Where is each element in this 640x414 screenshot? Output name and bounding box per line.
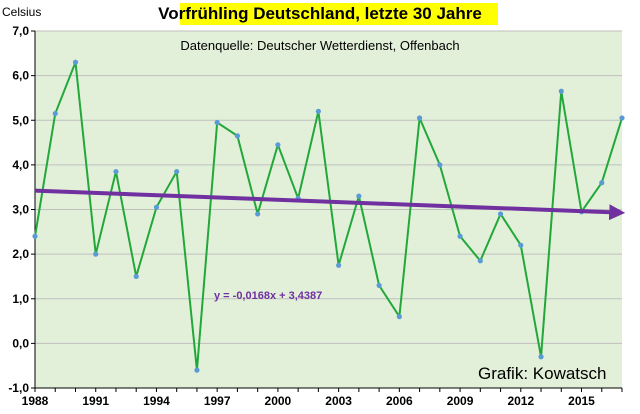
x-tick-label: 1994 xyxy=(143,394,170,408)
y-tick-label: 0,0 xyxy=(12,336,29,350)
data-point xyxy=(52,110,58,117)
data-point xyxy=(538,354,544,360)
labels-layer: -1,0 0,0 1,0 2,0 3,0 4,0 5,0 6,0 7,0 1988 1991 1994… xyxy=(8,24,595,408)
series-line xyxy=(34,61,623,372)
data-point xyxy=(194,367,200,373)
x-tick-label: 2015 xyxy=(568,394,595,408)
y-tick-label: 3,0 xyxy=(12,203,29,217)
data-point xyxy=(113,168,119,175)
x-tick-label: 2009 xyxy=(447,394,474,408)
data-point xyxy=(72,59,79,65)
data-point xyxy=(153,204,160,210)
x-tick-label: 1988 xyxy=(22,394,49,408)
title-highlight xyxy=(180,3,498,25)
series-layer xyxy=(32,59,625,373)
chart-credit: Grafik: Kowatsch xyxy=(478,364,607,383)
data-point xyxy=(457,233,463,239)
data-point xyxy=(558,88,564,94)
data-point xyxy=(356,193,362,199)
data-point xyxy=(255,211,261,217)
data-point xyxy=(416,115,423,121)
y-tick-label: 1,0 xyxy=(12,292,29,306)
data-point xyxy=(234,133,241,139)
data-point xyxy=(437,162,443,168)
x-tick-label: 2012 xyxy=(507,394,534,408)
data-point xyxy=(599,180,605,186)
data-point xyxy=(32,233,38,239)
data-point xyxy=(315,108,321,114)
data-point xyxy=(518,242,524,248)
y-tick-label: 5,0 xyxy=(12,113,29,127)
data-point xyxy=(396,314,402,320)
data-point xyxy=(214,119,220,126)
chart-subtitle: Datenquelle: Deutscher Wetterdienst, Off… xyxy=(180,38,459,53)
data-point xyxy=(619,115,625,121)
x-tick-label: 1991 xyxy=(82,394,109,408)
axes xyxy=(31,30,623,392)
data-point xyxy=(497,211,504,217)
chart-title: Vorfrühling Deutschland, letzte 30 Jahre xyxy=(158,4,482,23)
trendline-equation: y = -0,0168x + 3,4387 xyxy=(214,290,322,302)
y-tick-label: 7,0 xyxy=(12,24,29,38)
y-tick-label: -1,0 xyxy=(8,381,29,395)
trendline-layer xyxy=(34,188,626,221)
x-tick-label: 2000 xyxy=(265,394,292,408)
data-point xyxy=(174,168,180,175)
x-tick-label: 2006 xyxy=(386,394,413,408)
y-tick-label: 4,0 xyxy=(12,158,29,172)
data-point xyxy=(477,258,483,264)
y-tick-label: 2,0 xyxy=(12,247,29,261)
x-tick-label: 2003 xyxy=(325,394,352,408)
data-point xyxy=(376,282,382,288)
data-point xyxy=(275,142,281,148)
x-tick-label: 1997 xyxy=(204,394,231,408)
data-point xyxy=(133,273,139,280)
y-axis-label: Celsius xyxy=(2,5,41,19)
data-point xyxy=(336,262,342,268)
data-point xyxy=(93,251,99,257)
y-tick-label: 6,0 xyxy=(12,69,29,83)
trendline xyxy=(34,188,626,221)
